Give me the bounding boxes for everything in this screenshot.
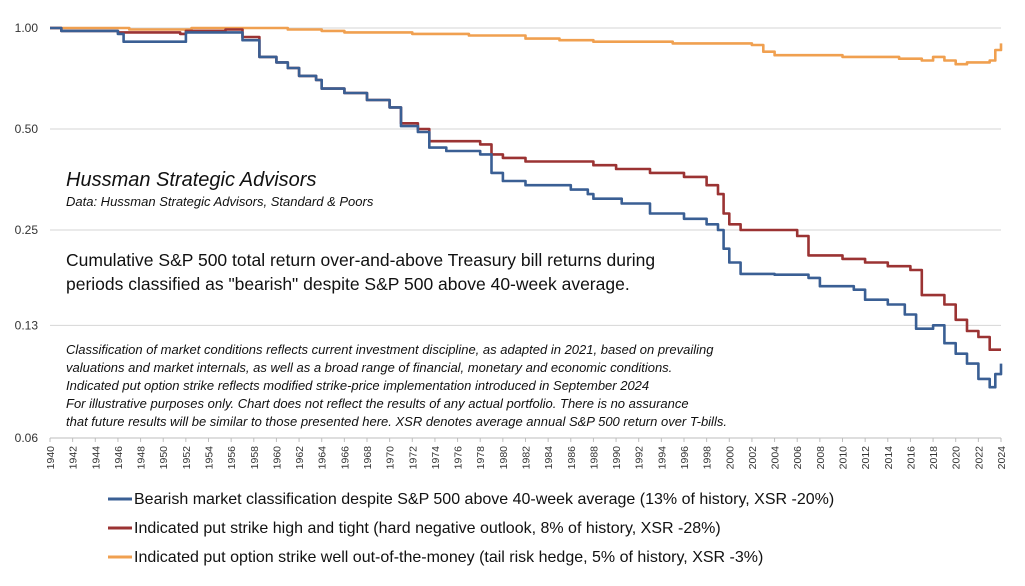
- x-tick-label: 1990: [611, 446, 623, 470]
- x-tick-label: 2024: [996, 446, 1008, 470]
- y-tick-label: 0.25: [15, 223, 39, 237]
- x-tick-label: 1984: [543, 446, 555, 470]
- x-tick-label: 2020: [951, 446, 963, 470]
- x-tick-label: 1974: [430, 446, 442, 470]
- x-tick-label: 1994: [656, 446, 668, 470]
- x-tick-label: 2012: [860, 446, 872, 470]
- x-tick-label: 1950: [158, 446, 170, 470]
- headline-line-2: periods classified as "bearish" despite …: [66, 274, 630, 294]
- y-tick-label: 0.06: [15, 431, 39, 445]
- source-title: Hussman Strategic Advisors: [66, 169, 316, 191]
- x-tick-label: 2004: [770, 446, 782, 470]
- headline-line-1: Cumulative S&P 500 total return over-and…: [66, 250, 655, 270]
- note-line-2: valuations and market internals, as well…: [66, 360, 672, 375]
- y-axis-ticks: 1.00 0.50 0.25 0.13 0.06: [15, 21, 39, 445]
- x-tick-label: 2006: [792, 446, 804, 470]
- x-tick-label: 2014: [883, 446, 895, 470]
- x-tick-label: 1946: [113, 446, 125, 470]
- x-tick-label: 1972: [407, 446, 419, 470]
- x-tick-label: 1976: [453, 446, 465, 470]
- x-tick-label: 2010: [838, 446, 850, 470]
- note-line-3: Indicated put option strike reflects mod…: [66, 378, 649, 393]
- x-tick-label: 2022: [973, 446, 985, 470]
- series-line-2: [50, 26, 1003, 66]
- x-tick-label: 2008: [815, 446, 827, 470]
- x-tick-label: 2002: [747, 446, 759, 470]
- x-tick-label: 1962: [294, 446, 306, 470]
- source-line: Data: Hussman Strategic Advisors, Standa…: [66, 194, 374, 209]
- x-tick-label: 1966: [339, 446, 351, 470]
- series-line-0: [50, 26, 1003, 389]
- series-lines: [50, 26, 1003, 389]
- x-tick-label: 1942: [68, 446, 80, 470]
- x-tick-label: 1960: [271, 446, 283, 470]
- x-tick-label: 1940: [45, 446, 57, 470]
- y-tick-label: 0.13: [15, 318, 39, 332]
- x-tick-label: 2000: [724, 446, 736, 470]
- legend-label-0: Bearish market classification despite S&…: [134, 491, 834, 508]
- x-tick-label: 1956: [226, 446, 238, 470]
- x-tick-label: 1992: [634, 446, 646, 470]
- note-line-1: Classification of market conditions refl…: [66, 342, 714, 357]
- x-tick-label: 1978: [475, 446, 487, 470]
- x-tick-label: 1948: [136, 446, 148, 470]
- note-line-5: that future results will be similar to t…: [66, 414, 727, 429]
- y-tick-label: 1.00: [15, 21, 39, 35]
- x-tick-label: 1954: [204, 446, 216, 470]
- x-tick-label: 1970: [385, 446, 397, 470]
- legend-label-1: Indicated put strike high and tight (har…: [134, 520, 721, 537]
- note-line-4: For illustrative purposes only. Chart do…: [66, 396, 689, 411]
- x-tick-label: 1964: [317, 446, 329, 470]
- y-tick-label: 0.50: [15, 122, 39, 136]
- x-tick-label: 1988: [588, 446, 600, 470]
- x-tick-label: 2016: [905, 446, 917, 470]
- x-tick-label: 1996: [679, 446, 691, 470]
- x-tick-label: 1944: [90, 446, 102, 470]
- x-tick-label: 1958: [249, 446, 261, 470]
- x-tick-label: 1982: [521, 446, 533, 470]
- x-tick-label: 1986: [566, 446, 578, 470]
- annotation-block: Hussman Strategic Advisors Data: Hussman…: [66, 169, 727, 429]
- x-axis-ticks: 1940 1942 1944 1946 1948 1950 1952 1954 1956 1958…: [45, 438, 1008, 469]
- gridlines: [50, 27, 1001, 439]
- x-tick-label: 2018: [928, 446, 940, 470]
- x-tick-label: 1952: [181, 446, 193, 470]
- x-tick-label: 1998: [702, 446, 714, 470]
- x-tick-label: 1968: [362, 446, 374, 470]
- x-tick-label: 1980: [498, 446, 510, 470]
- legend: Bearish market classification despite S&…: [108, 491, 834, 566]
- legend-label-2: Indicated put option strike well out-of-…: [134, 549, 763, 566]
